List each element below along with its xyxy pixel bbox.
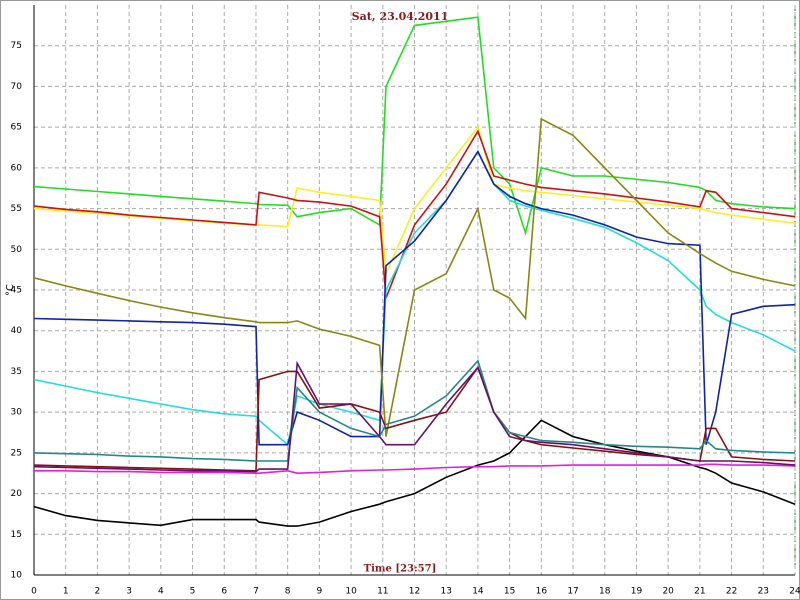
x-tick-label: 2 xyxy=(95,587,101,597)
y-tick-label: 30 xyxy=(11,408,23,418)
x-tick-label: 7 xyxy=(253,587,259,597)
series-line xyxy=(33,117,796,437)
x-tick-label: 20 xyxy=(662,587,674,597)
x-tick-label: 21 xyxy=(694,587,705,597)
x-tick-label: 24 xyxy=(789,587,800,597)
y-tick-label: 45 xyxy=(11,286,22,296)
y-tick-label: 65 xyxy=(11,123,22,133)
series-line xyxy=(33,16,796,236)
x-tick-label: 5 xyxy=(190,587,196,597)
x-tick-label: 14 xyxy=(472,587,484,597)
x-tick-label: 9 xyxy=(317,587,323,597)
y-tick-label: 75 xyxy=(11,41,22,51)
series-line xyxy=(33,129,796,299)
x-tick-label: 16 xyxy=(536,587,548,597)
y-tick-label: 60 xyxy=(11,163,23,173)
series-line xyxy=(33,149,796,446)
x-tick-label: 19 xyxy=(631,587,643,597)
y-tick-label: 15 xyxy=(11,530,22,540)
chart-title: Sat, 23.04.2011 xyxy=(352,10,449,23)
x-tick-label: 10 xyxy=(345,587,357,597)
x-tick-label: 3 xyxy=(126,587,132,597)
y-tick-label: 20 xyxy=(11,489,23,499)
y-tick-label: 10 xyxy=(11,571,23,581)
x-tick-label: 13 xyxy=(440,587,451,597)
x-tick-label: 17 xyxy=(567,587,578,597)
y-tick-label: 35 xyxy=(11,367,22,377)
series-line xyxy=(34,463,796,475)
x-axis-label: Time [23:57] xyxy=(364,564,437,575)
x-tick-label: 22 xyxy=(726,587,737,597)
x-tick-label: 0 xyxy=(31,587,37,597)
series-line xyxy=(33,360,796,473)
series-line xyxy=(33,149,796,447)
x-tick-label: 6 xyxy=(221,587,227,597)
x-tick-label: 8 xyxy=(285,587,291,597)
series-line xyxy=(33,359,796,462)
x-tick-label: 1 xyxy=(63,587,69,597)
y-tick-label: 40 xyxy=(11,326,23,336)
x-tick-label: 15 xyxy=(504,587,515,597)
y-axis-label: °C xyxy=(5,284,16,296)
x-tick-label: 4 xyxy=(158,587,164,597)
x-tick-label: 18 xyxy=(599,587,611,597)
x-tick-label: 12 xyxy=(409,587,420,597)
y-tick-label: 70 xyxy=(11,82,23,92)
y-tick-label: 50 xyxy=(11,245,23,255)
x-tick-label: 23 xyxy=(758,587,769,597)
x-tick-label: 11 xyxy=(377,587,388,597)
y-tick-label: 25 xyxy=(11,448,22,458)
y-tick-label: 55 xyxy=(11,204,22,214)
